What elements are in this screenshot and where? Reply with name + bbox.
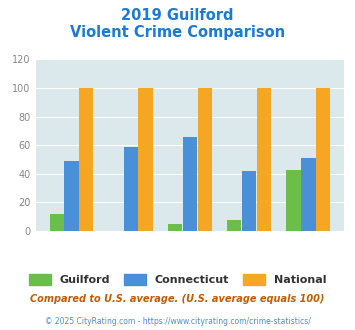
Bar: [50, 214, 64, 231]
Bar: [183, 137, 197, 231]
Text: © 2025 CityRating.com - https://www.cityrating.com/crime-statistics/: © 2025 CityRating.com - https://www.city…: [45, 317, 310, 326]
Bar: [79, 88, 93, 231]
Legend: Guilford, Connecticut, National: Guilford, Connecticut, National: [24, 270, 331, 290]
Text: Compared to U.S. average. (U.S. average equals 100): Compared to U.S. average. (U.S. average …: [30, 294, 325, 304]
Bar: [64, 161, 78, 231]
Bar: [198, 88, 212, 231]
Bar: [227, 219, 241, 231]
Bar: [242, 171, 256, 231]
Text: Violent Crime Comparison: Violent Crime Comparison: [70, 25, 285, 40]
Text: 2019 Guilford: 2019 Guilford: [121, 8, 234, 23]
Bar: [138, 88, 153, 231]
Bar: [168, 224, 182, 231]
Bar: [257, 88, 271, 231]
Bar: [124, 147, 138, 231]
Bar: [286, 170, 301, 231]
Bar: [316, 88, 330, 231]
Bar: [301, 158, 316, 231]
